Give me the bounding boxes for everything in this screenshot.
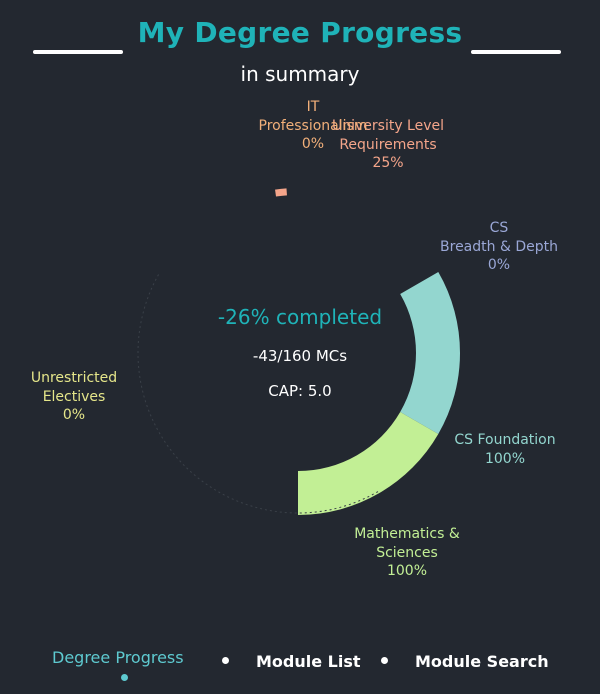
- segment-label: CS Breadth & Depth 0%: [419, 219, 579, 275]
- segment-label-text: Unrestricted Electives: [30, 370, 118, 405]
- segment-label-text: University Level Requirements: [331, 118, 445, 153]
- nav-module-list[interactable]: Module List: [256, 652, 361, 671]
- cap-score: CAP: 5.0: [268, 382, 332, 400]
- segment-label: IT Professionalism 0%: [238, 98, 388, 154]
- segment-university-level-requirements: [275, 188, 287, 197]
- nav-module-search[interactable]: Module Search: [415, 652, 549, 671]
- segment-label-text: CS Breadth & Depth: [440, 220, 558, 255]
- title-rule-right: [471, 50, 561, 54]
- segment-label-percent: 0%: [487, 257, 511, 273]
- segment-label-percent: 0%: [301, 136, 325, 152]
- completion-percent: -26% completed: [217, 305, 383, 329]
- nav-separator-dot: [381, 657, 388, 664]
- segment-label-percent: 100%: [484, 450, 526, 467]
- segment-label: CS Foundation 100%: [435, 431, 575, 468]
- segment-label-text: IT Professionalism: [258, 99, 368, 134]
- nav-degree-progress[interactable]: Degree Progress: [52, 648, 184, 667]
- segment-label-percent: 0%: [62, 407, 86, 423]
- segment-label: Mathematics & Sciences 100%: [337, 525, 477, 581]
- segment-label-percent: 100%: [386, 563, 428, 579]
- segment-label-text: Mathematics & Sciences: [354, 526, 460, 561]
- nav-separator-dot: [222, 657, 229, 664]
- active-indicator-dot: [121, 674, 128, 681]
- page-title: My Degree Progress: [137, 16, 463, 49]
- segment-label: University Level Requirements 25%: [308, 117, 468, 173]
- segment-mathematics-sciences: [298, 412, 439, 515]
- segment-label: Unrestricted Electives 0%: [9, 369, 139, 425]
- segment-label-text: CS Foundation: [454, 432, 556, 448]
- segment-cs-foundation: [400, 272, 460, 434]
- title-rule-left: [33, 50, 123, 54]
- bottom-nav: Degree Progress Module List Module Searc…: [0, 646, 600, 686]
- page-subtitle: in summary: [240, 62, 360, 86]
- guide-arc: [137, 272, 379, 514]
- page-header: My Degree Progress: [0, 16, 600, 56]
- segment-label-percent: 25%: [372, 155, 404, 171]
- mcs-count: -43/160 MCs: [252, 347, 348, 365]
